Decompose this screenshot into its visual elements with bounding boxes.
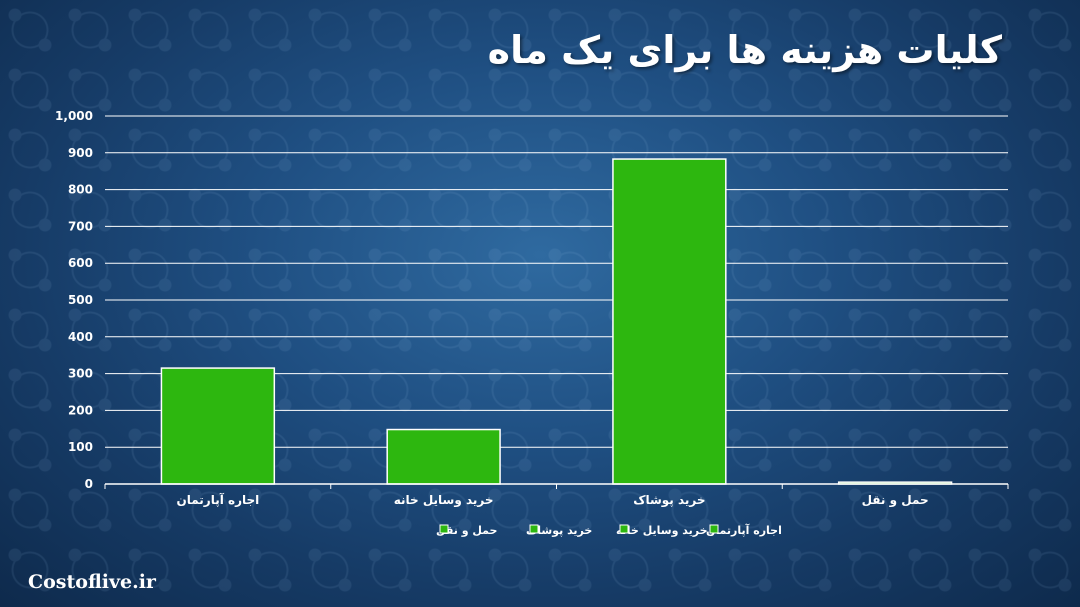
bar (386, 428, 501, 485)
y-tick-label: 200 (68, 403, 93, 417)
chart-gridlines (105, 115, 1008, 448)
y-tick-label: 500 (68, 293, 93, 307)
brand-watermark: Costoflive.ir (28, 571, 156, 593)
legend-label: خرید وسایل خانه (616, 524, 708, 537)
y-tick-label: 700 (68, 219, 93, 233)
legend-swatch (529, 524, 539, 534)
legend-label: اجاره آپارتمان (706, 523, 782, 537)
y-tick-label: 0 (85, 477, 93, 491)
x-axis (104, 483, 1009, 489)
y-tick-label: 1,000 (55, 109, 93, 123)
y-tick-label: 900 (68, 146, 93, 160)
y-tick-label: 600 (68, 256, 93, 270)
bar (612, 158, 727, 485)
legend-swatch (439, 524, 449, 534)
slide-title: کلیات هزینه ها برای یک ماه (487, 28, 1002, 72)
y-tick-label: 800 (68, 183, 93, 197)
x-tick-label: اجاره آپارتمان (176, 492, 259, 507)
y-tick-label: 300 (68, 367, 93, 381)
x-tick-label: خرید پوشاک (633, 493, 705, 508)
y-tick-label: 100 (68, 440, 93, 454)
x-tick-label: حمل و نقل (862, 493, 929, 508)
legend-label: خرید پوشاک (526, 524, 592, 537)
y-axis-ticks: 0 100 200 300 400 500 600 700 800 900 1,000 (55, 109, 93, 491)
legend-swatch (709, 524, 719, 534)
x-tick-label: خرید وسایل خانه (394, 493, 494, 508)
x-axis-labels: اجاره آپارتمان خرید وسایل خانه خرید پوشاک ح… (176, 492, 928, 508)
legend-label: حمل و نقل (436, 524, 497, 537)
legend-swatch (619, 524, 629, 534)
bar (160, 367, 276, 485)
y-tick-label: 400 (68, 330, 93, 344)
chart-bars (160, 158, 953, 485)
